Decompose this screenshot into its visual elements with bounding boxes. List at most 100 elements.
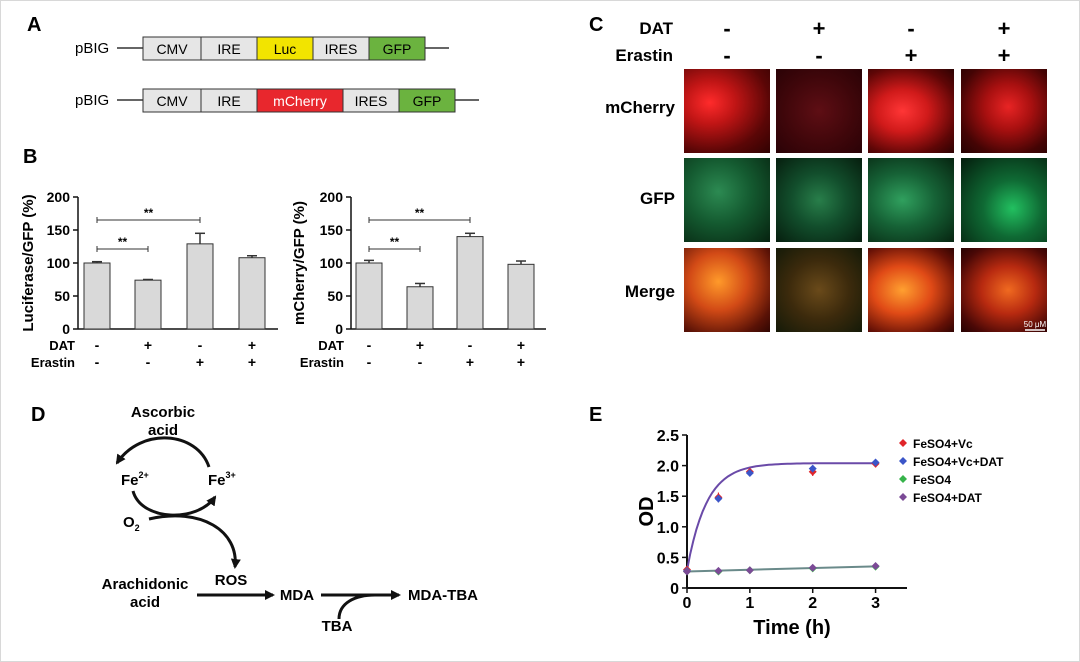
panel-c-row-mcherry: mCherry: [605, 98, 675, 117]
panel-c-dat-sign-1: -: [723, 16, 730, 41]
line-chart-series-2-point-2: [714, 494, 723, 503]
bar-chart-1-ytick-label-1: 50: [54, 288, 70, 304]
bar-chart-1-sig-label-2: **: [144, 206, 154, 220]
bar-chart-1-ytick-label-0: 0: [62, 321, 70, 337]
line-chart-xlabel: Time (h): [753, 617, 830, 639]
micrograph-gfp-1: [684, 158, 770, 242]
bar-chart-2-dat-sign-1: -: [367, 337, 372, 353]
micrograph-mcherry-4: [961, 69, 1047, 153]
bar-chart-2-bar-3: [456, 236, 484, 330]
micrograph-merge-2: [776, 248, 862, 332]
micrograph-merge-3: [868, 248, 954, 332]
legend-label-3: FeSO4: [913, 473, 951, 487]
panel-c-erastin-sign-3: +: [905, 43, 918, 68]
construct-2-label-ires: IRES: [355, 93, 388, 109]
scheme-acid-2: acid: [130, 594, 160, 611]
construct-2-label-ire: IRE: [217, 93, 240, 109]
panel-label-b: B: [23, 146, 37, 168]
scheme-acid-1: acid: [148, 422, 178, 439]
scale-bar-label: 50 μM: [1024, 320, 1047, 329]
construct-2-name: pBIG: [75, 92, 109, 109]
bar-chart-1-dat-label: DAT: [49, 338, 75, 353]
bar-chart-1-bar-4: [238, 257, 266, 330]
bar-chart-1-ytick-label-2: 100: [47, 255, 71, 271]
legend-marker-3: [899, 475, 907, 483]
bar-chart-2-erastin-sign-3: +: [466, 354, 474, 370]
micrograph-merge-4: [961, 248, 1047, 332]
legend-marker-1: [899, 439, 907, 447]
scheme-arachidonic: Arachidonic: [102, 576, 189, 593]
bar-chart-2-ytick-label-2: 100: [320, 255, 344, 271]
panel-c-erastin-sign-4: +: [998, 43, 1011, 68]
scheme-fe3: Fe3+: [208, 470, 236, 489]
scheme-tba: TBA: [322, 618, 353, 635]
bar-chart-2-ylabel: mCherry/GFP (%): [291, 201, 308, 325]
bar-chart-1-dat-sign-4: +: [248, 337, 256, 353]
bar-chart-1-ytick-label-3: 150: [47, 222, 71, 238]
panel-label-e: E: [589, 404, 602, 426]
bar-chart-2-dat-sign-3: -: [468, 337, 473, 353]
bar-chart-2-dat-sign-2: +: [416, 337, 424, 353]
line-chart-ytick-label-5: 2.5: [657, 428, 679, 445]
line-chart-xtick-label-0: 0: [683, 595, 692, 612]
bar-chart-1-bar-2: [134, 279, 162, 330]
panel-c-header: DAT Erastin - + - + - - + + mCherry GFP …: [605, 16, 1047, 331]
legend-marker-2: [899, 457, 907, 465]
line-chart-fit-curve-1: [686, 462, 876, 571]
scheme-mda-tba: MDA-TBA: [408, 587, 478, 604]
bar-chart-mcherry: mCherry/GFP (%) DAT Erastin - + - + - - …: [291, 189, 546, 370]
scheme-o2: O2: [123, 514, 140, 533]
line-chart-ytick-label-0: 0: [670, 581, 679, 598]
panel-c-erastin-sign-2: -: [815, 43, 822, 68]
micrograph-gfp-3: [868, 158, 954, 242]
bar-chart-1-ytick-label-4: 200: [47, 189, 71, 205]
bar-chart-2-ytick-label-0: 0: [335, 321, 343, 337]
legend-label-1: FeSO4+Vc: [913, 437, 973, 451]
panel-c-dat-label: DAT: [639, 19, 673, 38]
construct-1-label-ire: IRE: [217, 41, 240, 57]
bar-chart-2-sig-label-1: **: [390, 235, 400, 249]
bar-chart-1-bar-3: [186, 243, 214, 330]
legend-marker-4: [899, 493, 907, 501]
bar-chart-1-bar-1: [83, 262, 111, 330]
bar-chart-2-erastin-sign-4: +: [517, 354, 525, 370]
bar-chart-1-dat-sign-3: -: [198, 337, 203, 353]
construct-1-label-luc: Luc: [274, 41, 297, 57]
scheme-fe2: Fe2+: [121, 470, 149, 489]
line-chart-xtick-label-3: 3: [871, 595, 880, 612]
line-chart-ytick-label-4: 2.0: [657, 459, 679, 476]
construct-1-label-cmv: CMV: [156, 41, 188, 57]
line-chart-series-4-point-1: [683, 567, 691, 576]
bar-chart-1-dat-sign-2: +: [144, 337, 152, 353]
reaction-scheme: Ascorbic acid Fe2+ Fe3+ O2 ROS Arachidon…: [102, 404, 479, 635]
construct-2-label-cmv: CMV: [156, 93, 188, 109]
bar-chart-2-bar-2: [406, 286, 434, 330]
construct-2: pBIG CMV IRE mCherry IRES GFP: [75, 88, 479, 113]
line-chart-series-4-point-2: [714, 566, 723, 575]
line-chart-series-2-point-3: [745, 468, 754, 477]
line-chart-ytick-label-1: 0.5: [657, 550, 679, 567]
micrograph-gfp-4: [961, 158, 1047, 242]
bar-chart-1-dat-sign-1: -: [95, 337, 100, 353]
line-chart-series-4-point-3: [745, 566, 754, 575]
bar-chart-2-ytick-label-3: 150: [320, 222, 344, 238]
panel-label-c: C: [589, 14, 603, 36]
micrograph-merge-1: [684, 248, 770, 332]
line-chart-series-4-point-5: [871, 561, 880, 570]
line-chart-series-2-point-4: [808, 464, 817, 473]
line-chart-ylabel: OD: [636, 497, 658, 527]
bar-chart-1-sig-label-1: **: [118, 235, 128, 249]
micrograph-gfp-2: [776, 158, 862, 242]
bar-chart-2-ytick-label-1: 50: [327, 288, 343, 304]
legend-label-2: FeSO4+Vc+DAT: [913, 455, 1004, 469]
bar-chart-2-bar-1: [355, 262, 383, 330]
scheme-arrow-tba-join: [337, 593, 376, 620]
panel-c-dat-sign-4: +: [998, 16, 1011, 41]
panel-c-dat-sign-2: +: [813, 16, 826, 41]
panel-c-erastin-sign-1: -: [723, 43, 730, 68]
legend-label-4: FeSO4+DAT: [913, 491, 982, 505]
panel-c-erastin-label: Erastin: [615, 46, 673, 65]
line-chart-xtick-label-1: 1: [745, 595, 754, 612]
